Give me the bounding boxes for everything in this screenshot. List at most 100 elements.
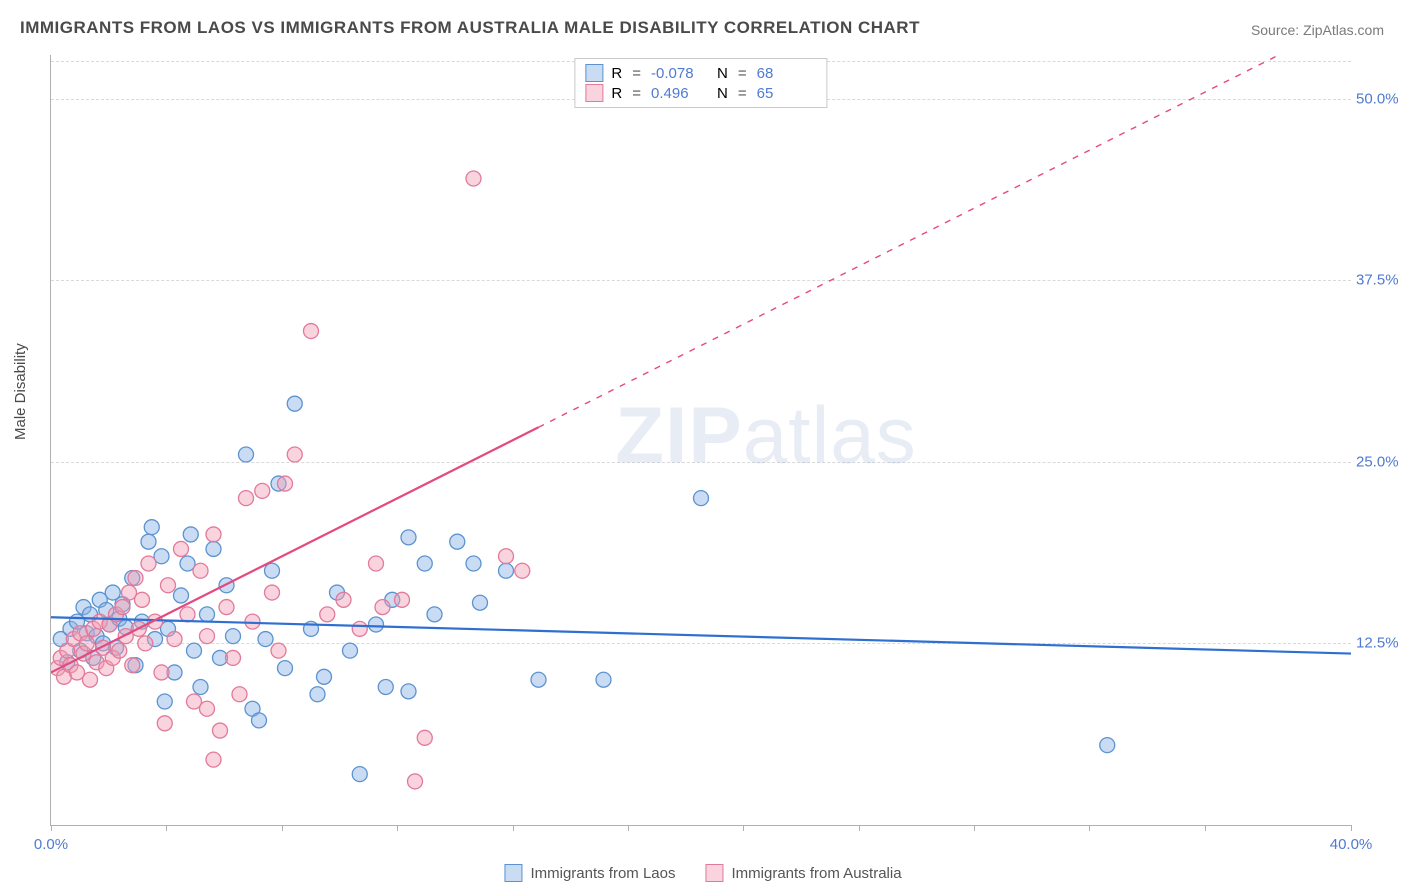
plot-area: ZIPatlas R=-0.078 N=68 R=0.496 N=65 12.5… — [50, 55, 1351, 826]
data-point — [255, 483, 270, 498]
data-point — [138, 636, 153, 651]
data-point — [180, 607, 195, 622]
data-point — [239, 491, 254, 506]
data-point — [226, 629, 241, 644]
data-point — [115, 600, 130, 615]
data-point — [226, 650, 241, 665]
data-point — [245, 614, 260, 629]
data-point — [252, 713, 267, 728]
data-point — [79, 636, 94, 651]
swatch-laos-icon — [504, 864, 522, 882]
data-point — [310, 687, 325, 702]
x-tick — [166, 825, 167, 831]
data-point — [200, 629, 215, 644]
data-point — [141, 556, 156, 571]
data-point — [265, 563, 280, 578]
series-legend: Immigrants from Laos Immigrants from Aus… — [504, 864, 901, 882]
data-point — [206, 527, 221, 542]
data-point — [499, 563, 514, 578]
data-point — [193, 563, 208, 578]
data-point — [239, 447, 254, 462]
data-point — [466, 556, 481, 571]
legend-row-laos: R=-0.078 N=68 — [585, 63, 814, 83]
x-tick-label: 40.0% — [1330, 836, 1373, 853]
data-point — [304, 324, 319, 339]
y-tick-label: 12.5% — [1356, 635, 1406, 652]
x-tick-label: 0.0% — [34, 836, 68, 853]
data-point — [213, 723, 228, 738]
data-point — [183, 527, 198, 542]
x-tick — [974, 825, 975, 831]
data-point — [161, 578, 176, 593]
data-point — [320, 607, 335, 622]
data-point — [278, 476, 293, 491]
data-point — [265, 585, 280, 600]
swatch-laos — [585, 64, 603, 82]
data-point — [336, 592, 351, 607]
x-tick — [628, 825, 629, 831]
y-tick-label: 25.0% — [1356, 453, 1406, 470]
data-point — [258, 632, 273, 647]
trend-line — [51, 427, 539, 672]
data-point — [128, 571, 143, 586]
source-attribution: Source: ZipAtlas.com — [1251, 22, 1384, 38]
data-point — [401, 530, 416, 545]
data-point — [515, 563, 530, 578]
data-point — [125, 658, 140, 673]
data-point — [135, 592, 150, 607]
data-point — [271, 643, 286, 658]
legend-item-laos: Immigrants from Laos — [504, 864, 675, 882]
data-point — [417, 556, 432, 571]
data-point — [1100, 738, 1115, 753]
data-point — [378, 679, 393, 694]
data-point — [141, 534, 156, 549]
trend-line-extrapolated — [539, 55, 1352, 427]
data-point — [219, 600, 234, 615]
data-point — [369, 617, 384, 632]
data-point — [369, 556, 384, 571]
legend-item-australia: Immigrants from Australia — [706, 864, 902, 882]
plot-svg — [51, 55, 1351, 825]
y-axis-label: Male Disability — [12, 343, 29, 440]
data-point — [466, 171, 481, 186]
data-point — [200, 607, 215, 622]
swatch-australia — [585, 84, 603, 102]
swatch-australia-icon — [706, 864, 724, 882]
data-point — [343, 643, 358, 658]
legend-label: Immigrants from Australia — [732, 865, 902, 882]
data-point — [206, 752, 221, 767]
data-point — [317, 669, 332, 684]
data-point — [167, 632, 182, 647]
data-point — [352, 767, 367, 782]
data-point — [157, 716, 172, 731]
data-point — [154, 665, 169, 680]
data-point — [83, 672, 98, 687]
trend-line — [51, 617, 1351, 653]
data-point — [232, 687, 247, 702]
data-point — [694, 491, 709, 506]
data-point — [144, 520, 159, 535]
data-point — [395, 592, 410, 607]
data-point — [287, 396, 302, 411]
data-point — [174, 588, 189, 603]
data-point — [375, 600, 390, 615]
legend-row-australia: R=0.496 N=65 — [585, 83, 814, 103]
data-point — [206, 541, 221, 556]
y-tick-label: 50.0% — [1356, 90, 1406, 107]
x-tick — [859, 825, 860, 831]
x-tick — [1351, 825, 1352, 831]
data-point — [112, 643, 127, 658]
data-point — [499, 549, 514, 564]
data-point — [174, 541, 189, 556]
x-tick — [513, 825, 514, 831]
x-tick — [397, 825, 398, 831]
x-tick — [743, 825, 744, 831]
x-tick — [1089, 825, 1090, 831]
data-point — [187, 643, 202, 658]
data-point — [193, 679, 208, 694]
data-point — [417, 730, 432, 745]
data-point — [200, 701, 215, 716]
data-point — [287, 447, 302, 462]
data-point — [401, 684, 416, 699]
data-point — [408, 774, 423, 789]
